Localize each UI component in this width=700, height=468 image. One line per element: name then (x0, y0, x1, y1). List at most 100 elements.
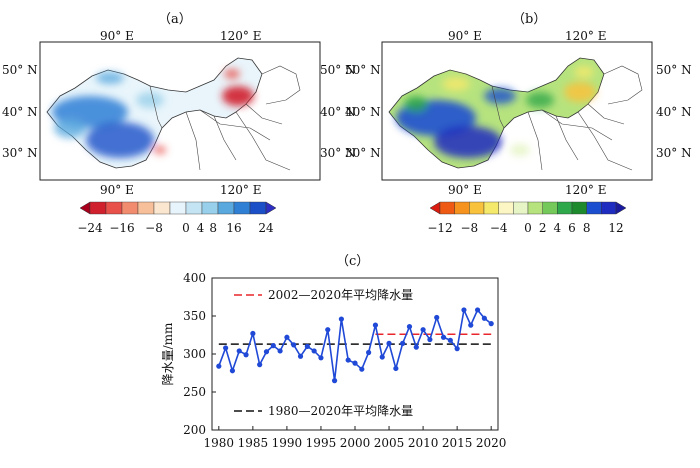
panel-a-colorbar-swatch (153, 201, 171, 215)
panel-b-colorbar-tick-label: −12 (427, 221, 452, 235)
precipitation-point (338, 316, 344, 322)
precipitation-point (393, 365, 399, 372)
precipitation-point (379, 354, 385, 360)
panel-b-colorbar-swatch (469, 201, 485, 215)
panel-a-label: （a） (158, 12, 192, 27)
panel-a-colorbar-swatch (89, 201, 107, 215)
x-tick-label: 2020 (476, 436, 507, 450)
x-tick-label: 2015 (442, 436, 473, 450)
precipitation-point (413, 344, 419, 350)
precipitation-point (257, 362, 263, 368)
panel-a-borders (149, 65, 301, 171)
panel-b-colorbar-tick-label: 8 (583, 221, 591, 235)
panel-a-lon-bottom-90: 90° E (100, 183, 134, 197)
panel-c-series (216, 307, 494, 384)
precipitation-point (359, 366, 365, 372)
panel-a-lon-top-90: 90° E (100, 29, 134, 43)
panel-b-colorbar-min-extend (429, 201, 441, 215)
panel-b-colorbar-swatch (439, 201, 455, 215)
precipitation-point (481, 315, 487, 321)
precipitation-point (406, 324, 413, 330)
precipitation-point (420, 327, 426, 333)
precipitation-point (372, 322, 379, 328)
panel-a-colorbar-tick-label: −16 (109, 221, 134, 235)
panel-a-colorbar-swatch (121, 201, 139, 215)
precipitation-point (277, 348, 283, 354)
panel-a-lon-top-120: 120° E (220, 29, 261, 43)
panel-b-colorbar-swatch (571, 201, 587, 215)
legend-black-line-label: 1980—2020年平均降水量 (268, 404, 413, 418)
panel-a-colorbar-swatch (169, 201, 187, 215)
panel-a-colorbar-tick-label: −8 (145, 221, 163, 235)
panel-a-colorbar-tick-label: 0 (182, 221, 190, 235)
x-tick-label: 1995 (306, 436, 337, 450)
panel-a-lat-right-50: 50° N (320, 63, 356, 77)
legend-red-line-label: 2002—2020年平均降水量 (268, 288, 413, 302)
x-tick-label: 1985 (238, 436, 269, 450)
panel-c-label: （c） (336, 254, 369, 269)
panel-b-colorbar-tick-label: −8 (460, 221, 478, 235)
precipitation-point (216, 363, 222, 369)
panel-a-lat-right-40: 40° N (320, 105, 356, 119)
panel-b-colorbar-swatch (527, 201, 543, 215)
panel-b-lat-right-30: 30° N (656, 146, 692, 160)
panel-a-lat-left-50: 50° N (2, 63, 38, 77)
panel-b: （b） 90° E 120° E 90° E 120° E 50° N 40° … (345, 12, 692, 235)
y-tick-label: 350 (183, 309, 206, 323)
panel-b-lon-top-120: 120° E (565, 29, 606, 43)
precipitation-point (223, 345, 229, 351)
panel-b-colorbar-tick-label: 2 (539, 221, 547, 235)
panel-a-colorbar-swatch (249, 201, 267, 215)
y-tick-label: 400 (183, 271, 206, 285)
panel-b-label: （b） (512, 12, 546, 27)
precipitation-point (461, 307, 467, 313)
panel-a-colorbar-tick-label: 4 (197, 221, 205, 235)
precipitation-point (236, 348, 242, 354)
panel-a: （a） 90° E 120° E 90° E 120° E 50° N 40° … (2, 12, 356, 235)
panel-a-colorbar: −24 −16 −8 0 4 8 16 24 (77, 201, 277, 235)
panel-a-colorbar-swatch (137, 201, 155, 215)
precipitation-point (331, 378, 338, 384)
panel-a-colorbar-tick-label: −24 (77, 221, 103, 235)
precipitation-point (284, 334, 290, 340)
panel-b-colorbar-tick-label: 6 (568, 221, 576, 235)
precipitation-point (434, 314, 440, 321)
panel-a-colorbar-swatch (201, 201, 219, 215)
precipitation-point (400, 340, 406, 346)
panel-b-colorbar-swatch (454, 201, 470, 215)
panel-b-lon-top-90: 90° E (448, 29, 482, 43)
precipitation-point (352, 360, 358, 366)
panel-b-colorbar-swatch (513, 201, 529, 215)
x-tick-label: 1980 (204, 436, 235, 450)
panel-a-lat-left-30: 30° N (2, 146, 38, 160)
panel-b-colorbar: −12 −8 −4 0 2 4 6 8 12 (427, 201, 627, 235)
x-tick-label: 1990 (272, 436, 303, 450)
panel-a-lon-bottom-120: 120° E (220, 183, 261, 197)
precipitation-point (325, 327, 331, 333)
panel-a-colorbar-tick-label: 8 (209, 221, 217, 235)
precipitation-point (311, 348, 317, 354)
panel-b-lat-left-40: 40° N (345, 105, 381, 119)
precipitation-point (229, 368, 236, 374)
precipitation-point (263, 349, 270, 355)
panel-a-colorbar-swatch (217, 201, 235, 215)
panel-b-lon-bottom-90: 90° E (448, 183, 482, 197)
panel-c-ref-lines (218, 333, 492, 345)
panel-b-borders (491, 65, 643, 171)
panel-a-lat-left-40: 40° N (2, 105, 38, 119)
precipitation-point (427, 336, 433, 343)
panel-a-map (46, 57, 301, 171)
panel-b-colorbar-swatch (542, 201, 558, 215)
precipitation-point (468, 322, 474, 328)
precipitation-point (243, 352, 249, 358)
panel-b-lat-right-40: 40° N (656, 105, 692, 119)
panel-b-colorbar-max-extend (615, 201, 627, 215)
panel-a-lat-right-30: 30° N (320, 146, 356, 160)
panel-a-colorbar-tick-label: 16 (226, 221, 241, 235)
x-tick-label: 2005 (374, 436, 405, 450)
panel-b-lat-left-30: 30° N (345, 146, 381, 160)
precipitation-point (386, 340, 392, 346)
panel-b-lon-bottom-120: 120° E (565, 183, 606, 197)
y-axis-label: 降水量/mm (161, 322, 175, 385)
